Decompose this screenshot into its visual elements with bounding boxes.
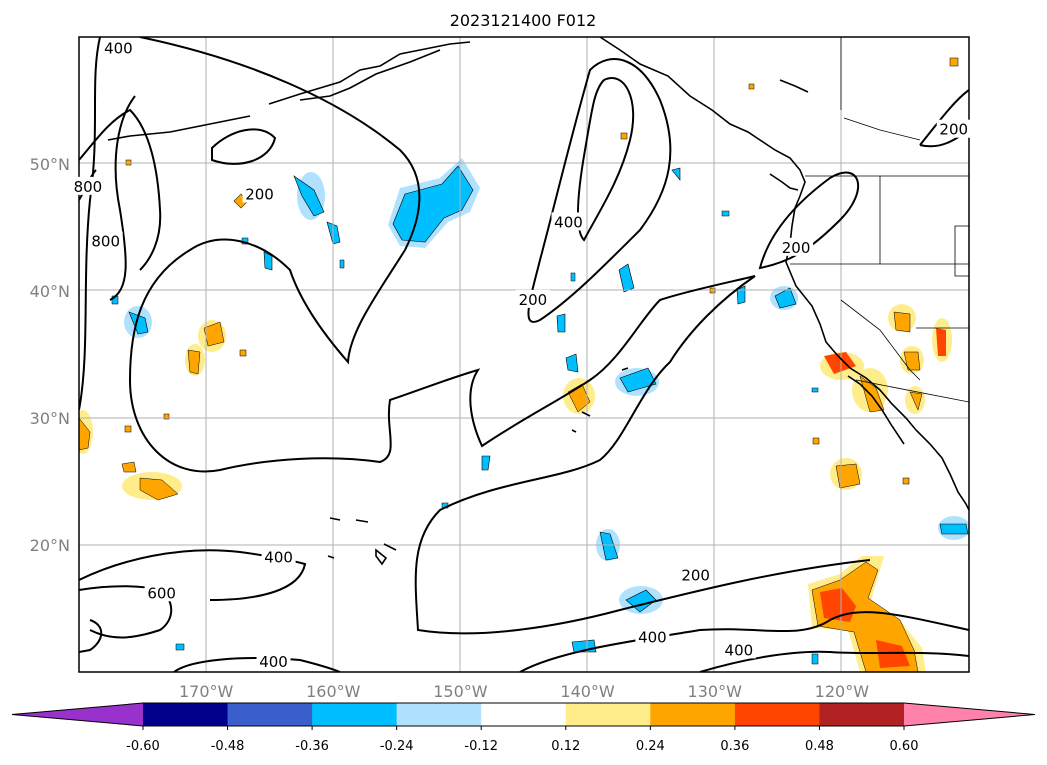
colorbar-tick-label: -0.36 <box>295 739 329 754</box>
contour-label-background <box>721 640 756 659</box>
lat-tick-label: 30°N <box>30 409 70 428</box>
longitude-labels: 170°W 160°W 150°W 140°W 130°W 120°W <box>179 682 869 701</box>
political-borders <box>790 37 969 403</box>
colorbar-extend-low <box>12 703 143 726</box>
contour-label: 400 <box>638 629 667 647</box>
lon-tick-label: 130°W <box>688 682 743 701</box>
contour-label: 400 <box>554 213 583 231</box>
chart-title: 2023121400 F012 <box>450 11 597 30</box>
contour-label-background <box>515 289 550 308</box>
contour-label-background <box>779 237 814 256</box>
contour-label-background <box>256 651 291 670</box>
lat-tick-label: 40°N <box>30 282 70 301</box>
contour-label-background <box>551 212 586 231</box>
contour-label-background <box>101 38 136 57</box>
colorbar-segment <box>143 703 229 726</box>
lat-tick-label: 20°N <box>30 536 70 555</box>
colorbar-segment <box>819 703 905 726</box>
colorbar-tick-label: 0.12 <box>551 739 580 754</box>
contour-label: 400 <box>264 549 293 567</box>
contour-label-background <box>635 627 670 646</box>
colorbar-segment <box>565 703 651 726</box>
colorbar-segment <box>396 703 482 726</box>
colorbar-tick-label: -0.12 <box>464 739 498 754</box>
contour-label: 200 <box>782 239 811 257</box>
colorbar-tick-label: -0.48 <box>211 739 245 754</box>
colorbar-tick-label: 0.24 <box>636 739 665 754</box>
colorbar-segment <box>481 703 567 726</box>
colorbar-segment <box>734 703 820 726</box>
colorbar-tick-label: -0.60 <box>126 739 160 754</box>
contour-label-background <box>144 583 179 602</box>
contour-label-background <box>261 547 296 566</box>
shaded-anomaly-field <box>79 57 969 672</box>
lon-tick-label: 120°W <box>815 682 870 701</box>
coastlines <box>107 37 969 566</box>
lon-tick-label: 170°W <box>179 682 234 701</box>
colorbar-extend-high <box>904 703 1035 726</box>
colorbar-segment <box>650 703 736 726</box>
lon-tick-label: 150°W <box>433 682 488 701</box>
contour-label-background <box>70 176 105 195</box>
contour-label-background <box>242 184 277 203</box>
contour-label: 200 <box>519 291 548 309</box>
colorbar: -0.60 -0.48 -0.36 -0.24 -0.12 0.12 0.24 0.36 0.4… <box>11 702 1036 754</box>
contour-label-background <box>88 231 123 250</box>
map-panel <box>79 37 969 672</box>
contour-label-background <box>678 565 713 584</box>
contour-label: 200 <box>245 185 274 203</box>
contour-label: 400 <box>259 653 288 671</box>
contour-label: 200 <box>939 121 968 139</box>
contour-label: 200 <box>681 566 710 584</box>
colorbar-tick-label: 0.60 <box>890 739 919 754</box>
colorbar-segment <box>312 703 398 726</box>
colorbar-tick-label: -0.24 <box>380 739 414 754</box>
colorbar-tick-label: 0.48 <box>805 739 834 754</box>
contour-label: 800 <box>91 232 120 250</box>
colorbar-tick-label: 0.36 <box>720 739 749 754</box>
latitude-labels: 20°N 30°N 40°N 50°N <box>30 155 70 555</box>
lat-tick-label: 50°N <box>30 155 70 174</box>
lon-tick-label: 140°W <box>560 682 615 701</box>
contour-label: 600 <box>147 584 176 602</box>
contour-label: 400 <box>725 641 754 659</box>
map-frame <box>78 36 970 673</box>
colorbar-segment <box>227 703 313 726</box>
lon-tick-label: 160°W <box>306 682 361 701</box>
contour-label: 400 <box>104 39 133 57</box>
contour-label: 800 <box>74 178 103 196</box>
contour-label-background <box>936 119 971 138</box>
contour-labels: 400 800 800 200 400 200 200 200 400 600 200 400 400 4… <box>70 38 971 671</box>
